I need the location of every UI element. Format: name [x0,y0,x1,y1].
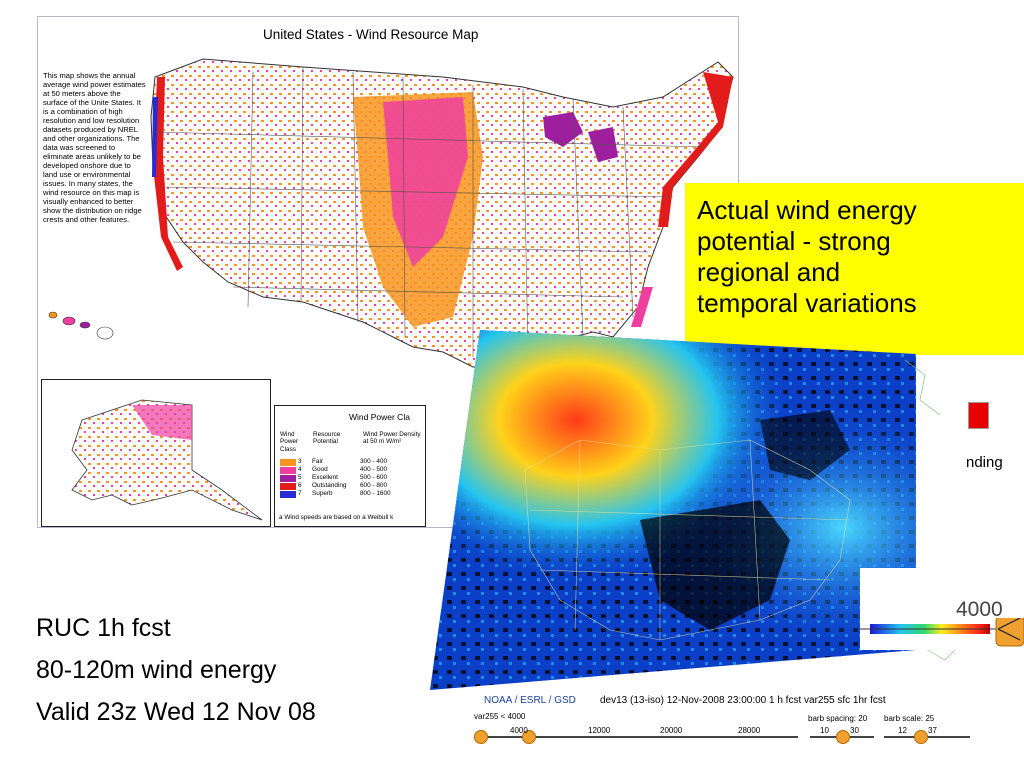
legend-class: 3 [298,458,302,465]
legend-class: 5 [298,474,302,481]
alaska-inset [41,379,271,527]
legend-swatch [280,459,296,466]
legend-density: 500 - 600 [360,474,388,481]
legend-density: 800 - 1600 [360,490,391,497]
legend-density: 400 - 500 [360,466,388,473]
caption-line-1: RUC 1h fcst [36,614,171,642]
callout-line: regional and [697,257,841,287]
value-slider-max-knob[interactable] [522,730,536,744]
legend-potential: Excellent [312,474,338,481]
caption-line-2: 80-120m wind energy [36,656,277,684]
slider-tick: 28000 [738,726,761,735]
legend-swatch [280,491,296,498]
zoomed-colorbar: 4000 [860,568,1024,650]
barb-scale-tick: 12 [898,726,907,735]
slider-tick: 20000 [660,726,683,735]
legend-swatch-outstanding [968,402,989,429]
legend-header-class: Wind Power Class [280,431,299,453]
wind-map-description: This map shows the annual average wind p… [43,71,146,224]
callout-line: potential - strong [697,226,891,256]
legend-density: 600 - 800 [360,482,388,489]
legend-header-potential: Resource Potential [313,431,341,446]
product-info-strip: NOAA / ESRL / GSD dev13 (13-iso) 12-Nov-… [470,692,990,752]
colorbar-graphic [860,618,1024,647]
legend-swatch [280,483,296,490]
legend-class: 6 [298,482,302,489]
legend-header-density: Wind Power Density at 50 m W/m² [363,431,421,446]
slider-tick: 4000 [510,726,528,735]
callout-line: temporal variations [697,288,917,318]
hawaii-inset [41,307,137,373]
wind-resource-map-panel: United States - Wind Resource Map This m… [37,16,739,528]
product-label: dev13 (13-iso) 12-Nov-2008 23:00:00 1 h … [600,695,886,706]
variable-threshold-label: var255 < 4000 [474,712,526,721]
legend-potential: Superb [312,490,333,497]
ruc-caption: RUC 1h fcst 80-120m wind energy Valid 23… [36,607,316,733]
ruc-wind-energy-map [430,330,916,690]
barb-spacing-knob[interactable] [836,730,850,744]
legend-class: 7 [298,490,302,497]
callout-box: Actual wind energy potential - strong re… [685,183,1024,355]
alaska-graphic [71,399,263,521]
callout-text: Actual wind energy potential - strong re… [697,195,1017,319]
zoomed-colorbar-value: 4000 [956,598,1003,621]
legend-title: Wind Power Cla [349,412,410,422]
legend-potential: Fair [312,458,324,465]
callout-line: Actual wind energy [697,195,917,225]
caption-line-3: Valid 23z Wed 12 Nov 08 [36,698,316,726]
us-wind-map-graphic [150,58,734,368]
wind-power-class-legend: Wind Power Cla Wind Power Class Resource… [274,405,426,527]
barb-spacing-tick: 30 [850,726,859,735]
slider-tick: 12000 [588,726,611,735]
agency-label: NOAA / ESRL / GSD [484,695,576,706]
barb-scale-knob[interactable] [914,730,928,744]
legend-fragment-text: nding [966,454,1003,471]
value-slider-min-knob[interactable] [474,730,488,744]
barb-spacing-label: barb spacing: 20 [808,714,868,723]
legend-swatch [280,467,296,474]
legend-potential: Good [312,466,328,473]
legend-class: 4 [298,466,302,473]
legend-footnote: a Wind speeds are based on a Weibull k [279,514,394,521]
barb-spacing-tick: 10 [820,726,829,735]
wind-map-title: United States - Wind Resource Map [263,27,479,42]
legend-density: 300 - 400 [360,458,388,465]
legend-potential: Outstanding [312,482,347,489]
legend-swatch [280,475,296,482]
barb-scale-label: barb scale: 25 [884,714,935,723]
value-slider-track[interactable] [480,736,798,738]
barb-scale-tick: 37 [928,726,937,735]
